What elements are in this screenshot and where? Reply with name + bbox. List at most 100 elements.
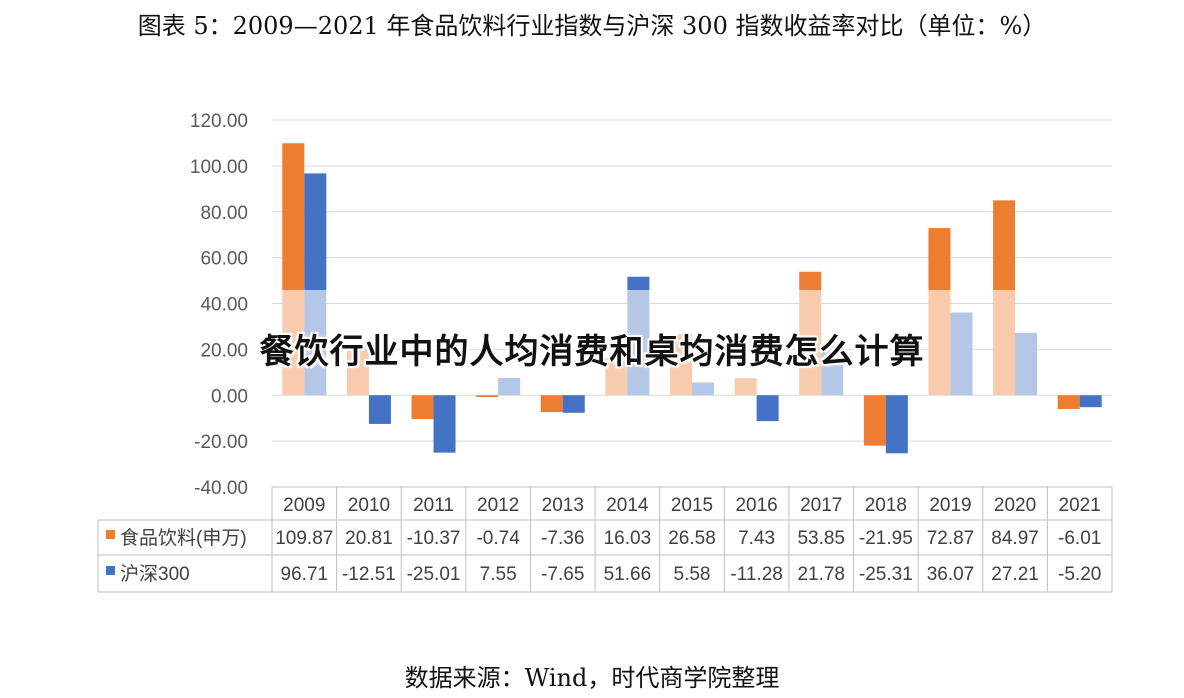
bar-segment (627, 276, 650, 290)
bar-segment (540, 395, 563, 413)
bar-segment-washed (605, 358, 628, 396)
bar-segment (756, 395, 779, 422)
bar-food-beverage (734, 378, 757, 396)
data-label: 21.78 (797, 564, 845, 585)
bar-csi300 (562, 395, 585, 413)
bars (282, 143, 1102, 454)
y-tick-label: -40.00 (194, 478, 248, 499)
data-label: -5.20 (1058, 564, 1101, 585)
data-label: -25.31 (859, 564, 913, 585)
bar-segment-washed (627, 290, 650, 396)
bar-food-beverage (863, 395, 886, 446)
data-label: 7.43 (738, 528, 775, 549)
x-tick-label: 2019 (929, 495, 971, 516)
bar-csi300 (1015, 332, 1038, 396)
data-label: 27.21 (991, 564, 1039, 585)
bar-food-beverage (670, 334, 692, 396)
y-axis-ticks: 120.00 100.00 80.00 60.00 40.00 20.00 0.00 -20.… (190, 111, 248, 499)
bar-csi300 (1079, 395, 1102, 408)
bar-csi300 (498, 377, 521, 396)
bar-segment-washed (498, 377, 521, 396)
bar-segment (1079, 395, 1102, 408)
bar-segment-washed (282, 290, 305, 396)
bar-food-beverage (799, 271, 822, 396)
bar-csi300 (627, 276, 650, 396)
bar-segment (993, 200, 1016, 290)
data-label: -0.74 (476, 528, 520, 549)
x-tick-label: 2011 (413, 495, 454, 516)
data-label: 96.71 (281, 564, 329, 585)
x-tick-label: 2014 (606, 495, 649, 516)
data-label: -21.95 (859, 528, 913, 549)
bar-csi300 (433, 395, 456, 453)
bar-segment-washed (304, 290, 327, 396)
bar-csi300 (821, 345, 844, 396)
data-label: -10.37 (407, 528, 461, 549)
data-label: 109.87 (275, 528, 333, 549)
bar-segment (863, 395, 886, 446)
bar-csi300 (304, 173, 327, 396)
bar-segment (1057, 395, 1080, 410)
bar-segment-washed (928, 290, 951, 396)
data-label: 51.66 (604, 564, 652, 585)
bar-segment (368, 395, 391, 424)
x-tick-label: 2017 (800, 495, 842, 516)
bar-segment-washed (734, 378, 757, 396)
bar-food-beverage (282, 143, 305, 396)
legend-swatch (106, 566, 115, 575)
bar-segment-washed (346, 347, 369, 396)
bar-segment-washed (1015, 332, 1038, 396)
y-tick-label: 40.00 (200, 295, 248, 316)
data-label: 20.81 (345, 528, 393, 549)
x-tick-label: 2013 (542, 495, 584, 516)
bar-food-beverage (476, 395, 499, 397)
bar-csi300 (885, 395, 908, 454)
x-tick-label: 2016 (735, 495, 777, 516)
data-label: -7.36 (541, 528, 584, 549)
data-label: 72.87 (927, 528, 975, 549)
bar-csi300 (756, 395, 779, 422)
data-label: 26.58 (668, 528, 716, 549)
x-tick-label: 2020 (994, 495, 1036, 516)
bar-segment-washed (670, 334, 692, 396)
bar-food-beverage (1057, 395, 1080, 410)
bar-csi300 (692, 382, 714, 396)
data-label: 36.07 (927, 564, 975, 585)
y-tick-label: 120.00 (190, 111, 248, 132)
data-label: -25.01 (407, 564, 461, 585)
data-label: -6.01 (1058, 528, 1101, 549)
gridlines (272, 119, 1112, 488)
bar-segment (304, 173, 327, 290)
legend-label: 食品饮料(申万) (120, 527, 247, 549)
data-label: 5.58 (674, 564, 711, 585)
bar-food-beverage (346, 347, 369, 396)
bar-segment-washed (821, 345, 844, 396)
x-tick-label: 2015 (671, 495, 713, 516)
bar-food-beverage (605, 358, 628, 396)
x-tick-label: 2021 (1059, 495, 1101, 516)
bar-segment (411, 395, 434, 420)
bar-segment-washed (993, 290, 1016, 396)
data-label: 84.97 (991, 528, 1039, 549)
legend-swatch (106, 530, 115, 539)
data-label: 7.55 (480, 564, 517, 585)
data-label: 16.03 (604, 528, 652, 549)
bar-csi300 (950, 312, 973, 396)
data-table: 2009 2010 2011 2012 2013 2014 2015 2016 2017 2018… (97, 486, 1113, 593)
bar-csi300 (368, 395, 391, 424)
bar-segment (476, 395, 499, 397)
data-label: -12.51 (342, 564, 396, 585)
y-tick-label: 60.00 (200, 249, 248, 270)
y-tick-label: 80.00 (200, 203, 248, 224)
y-tick-label: 20.00 (200, 340, 248, 361)
bar-segment-washed (692, 382, 714, 396)
bar-segment (282, 143, 305, 290)
bar-segment (885, 395, 908, 454)
bar-segment (433, 395, 456, 453)
bar-segment (799, 271, 822, 290)
x-tick-label: 2012 (477, 495, 519, 516)
bar-food-beverage (993, 200, 1016, 396)
bar-segment (562, 395, 585, 413)
bar-segment (928, 228, 951, 290)
